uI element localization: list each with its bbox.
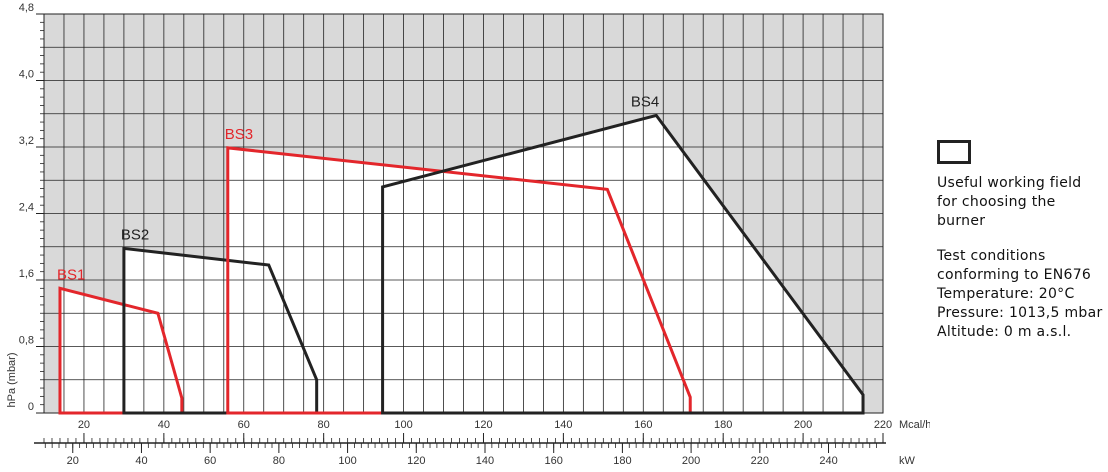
- y-tick-label: 2,4: [19, 201, 34, 213]
- x-axis-label: Mcal/h: [899, 419, 930, 431]
- series-label: BS1: [57, 266, 85, 283]
- y-tick-label: 0,8: [19, 334, 34, 346]
- y-tick-label: 1,6: [19, 268, 34, 280]
- x-tick-label: 20: [78, 419, 90, 431]
- x-tick-label: 100: [394, 419, 412, 431]
- x2-tick-label: 220: [751, 455, 769, 467]
- x2-tick-label: 20: [67, 455, 79, 467]
- x2-tick-label: 60: [204, 455, 216, 467]
- legend-note: Test conditions conforming to EN676: [937, 248, 1092, 283]
- x-tick-label: 200: [794, 419, 812, 431]
- y-axis-label: hPa (mbar): [6, 352, 18, 407]
- x2-tick-label: 160: [545, 455, 563, 467]
- x2-tick-label: 100: [338, 455, 356, 467]
- working-field: [381, 113, 865, 415]
- x2-tick-label: 180: [613, 455, 631, 467]
- legend: Useful working field for choosing the bu…: [937, 140, 1105, 342]
- y-tick-label: 4,8: [19, 2, 34, 14]
- x-tick-label: 140: [554, 419, 572, 431]
- x-tick-label: 40: [158, 419, 170, 431]
- x2-tick-label: 200: [682, 455, 700, 467]
- x-tick-label: 220: [874, 419, 892, 431]
- x2-axis-label: kW: [899, 455, 916, 467]
- chart: hPa (mbar) Mcal/h kW 0 0,8 1,6 2,4 3,2 4,0 4,8…: [6, 2, 930, 467]
- x2-tick-label: 120: [407, 455, 425, 467]
- x-tick-label: 60: [238, 419, 250, 431]
- x-tick-label: 120: [474, 419, 492, 431]
- series-label: BS4: [631, 93, 659, 110]
- x-tick-label: 80: [318, 419, 330, 431]
- y-tick-label: 3,2: [19, 135, 34, 147]
- legend-note: Altitude: 0 m a.s.l.: [937, 324, 1072, 340]
- x-tick-label: 160: [634, 419, 652, 431]
- legend-swatch: [937, 140, 971, 164]
- x2-tick-label: 240: [819, 455, 837, 467]
- legend-note: Pressure: 1013,5 mbar: [937, 305, 1103, 321]
- x2-tick-label: 140: [476, 455, 494, 467]
- x2-tick-label: 40: [135, 455, 147, 467]
- y-tick-label: 4,0: [19, 68, 34, 80]
- y-tick-label: 0: [28, 401, 34, 413]
- x2-tick-label: 80: [273, 455, 285, 467]
- x-tick-label: 180: [714, 419, 732, 431]
- series-label: BS2: [121, 226, 149, 243]
- legend-note: Temperature: 20°C: [937, 286, 1075, 302]
- legend-label: Useful working field for choosing the bu…: [937, 175, 1082, 229]
- series-label: BS3: [225, 126, 253, 143]
